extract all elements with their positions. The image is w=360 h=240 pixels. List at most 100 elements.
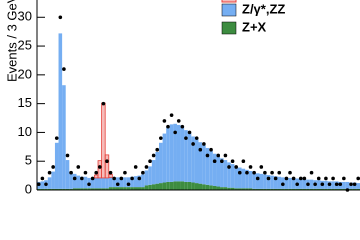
histogram-bar — [98, 177, 102, 189]
histogram-bar — [159, 142, 163, 184]
histogram-bar — [205, 184, 210, 190]
histogram-bar — [270, 175, 274, 189]
histogram-bar — [324, 180, 328, 189]
histogram-bar — [105, 188, 109, 190]
histogram-bar — [187, 133, 192, 182]
data-point — [220, 159, 224, 164]
histogram-bar — [320, 188, 325, 190]
data-point — [162, 119, 167, 123]
data-point — [36, 182, 41, 187]
histogram-bar — [342, 188, 346, 190]
histogram-bar — [137, 187, 142, 190]
histogram-bar — [184, 130, 188, 182]
histogram-bar — [169, 181, 174, 190]
data-point — [241, 159, 246, 164]
histogram-bar — [202, 145, 206, 185]
data-point — [352, 182, 357, 187]
histogram-bar — [123, 177, 127, 188]
histogram-bar — [223, 160, 228, 188]
data-point — [69, 170, 73, 175]
data-point — [209, 147, 213, 152]
histogram-bar — [123, 187, 127, 190]
histogram-bar — [44, 188, 48, 190]
histogram-bar — [316, 188, 321, 190]
data-point — [115, 182, 120, 187]
histogram-bar — [227, 162, 231, 188]
histogram-bar — [133, 176, 138, 188]
histogram-bar — [130, 187, 134, 190]
data-point — [98, 165, 102, 169]
histogram-bar — [306, 188, 310, 190]
data-point — [133, 165, 138, 169]
data-point — [284, 176, 289, 181]
histogram-bar — [302, 179, 307, 189]
histogram-bar — [94, 174, 99, 179]
histogram-bar — [266, 188, 271, 190]
histogram-bar — [191, 182, 195, 190]
legend-label: Z+X — [242, 19, 267, 34]
data-point — [151, 153, 156, 158]
data-point — [101, 101, 106, 106]
histogram-bar — [72, 173, 77, 189]
histogram-bar — [126, 177, 131, 188]
histogram-bar — [237, 188, 242, 190]
data-point — [166, 124, 170, 129]
histogram-bar — [80, 176, 84, 189]
histogram-bar — [155, 152, 160, 184]
data-point — [216, 153, 221, 158]
histogram-bar — [187, 181, 192, 190]
histogram-bar — [202, 184, 206, 190]
histogram-bar — [255, 188, 260, 190]
histogram-bar — [108, 174, 113, 178]
histogram-bar — [184, 181, 188, 190]
histogram-bar — [313, 188, 317, 190]
histogram-bar — [115, 177, 120, 188]
data-point — [338, 182, 343, 187]
histogram-bar — [173, 181, 177, 190]
histogram-bar — [169, 124, 174, 182]
histogram-bar — [148, 184, 152, 190]
histogram-bar — [144, 170, 149, 186]
data-point — [44, 182, 48, 187]
data-point — [277, 170, 282, 175]
histogram-bar — [119, 177, 124, 188]
data-point — [212, 159, 217, 164]
data-point — [316, 176, 321, 181]
data-point — [237, 170, 242, 175]
histogram-bar — [284, 188, 289, 190]
histogram-bar — [331, 181, 335, 189]
data-point — [40, 176, 45, 181]
histogram-bar — [101, 188, 106, 190]
data-point — [223, 153, 228, 158]
histogram-bar — [198, 142, 203, 184]
histogram-bar — [151, 160, 156, 185]
data-point — [87, 182, 91, 187]
data-point — [331, 176, 335, 181]
histogram-bar — [205, 147, 210, 185]
data-point — [159, 136, 163, 140]
histogram-bar — [54, 188, 59, 190]
data-point — [295, 182, 299, 187]
histogram-bar — [212, 185, 217, 190]
histogram-bar — [166, 127, 170, 182]
data-point — [349, 182, 353, 187]
histogram-bar — [141, 174, 145, 188]
data-point — [180, 124, 185, 129]
histogram-bar — [284, 177, 289, 189]
data-point — [184, 136, 188, 140]
data-point — [72, 176, 77, 181]
histogram-bar — [255, 173, 260, 189]
data-point — [105, 159, 109, 164]
data-point — [234, 165, 238, 169]
histogram-bar — [288, 188, 292, 190]
data-point — [302, 176, 307, 181]
data-point — [137, 176, 142, 181]
data-point — [80, 176, 84, 181]
data-point — [356, 176, 360, 181]
histogram-bar — [248, 188, 253, 190]
data-point — [130, 176, 134, 181]
histogram-bar — [108, 187, 113, 190]
histogram-bar — [62, 85, 66, 189]
y-tick-label: 5 — [25, 153, 32, 168]
histogram-bar — [101, 177, 106, 189]
